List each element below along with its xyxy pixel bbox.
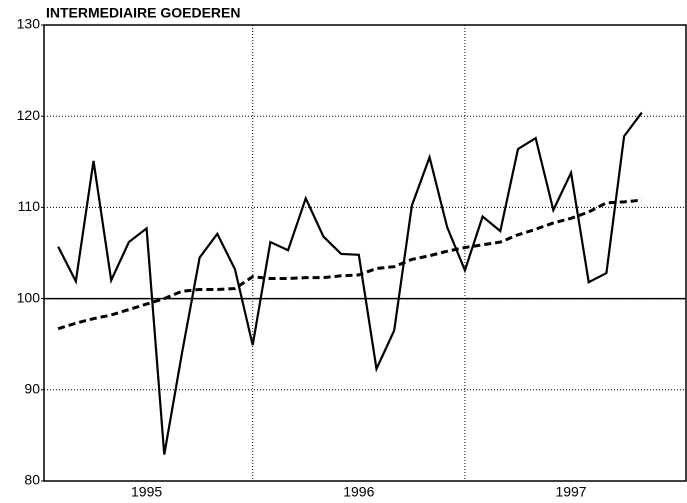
y-tick-label: 130 <box>17 16 41 32</box>
series-line <box>57 111 643 455</box>
chart-title: INTERMEDIAIRE GOEDEREN <box>46 5 240 21</box>
y-tick-label: 80 <box>24 472 40 488</box>
series-line <box>57 198 642 331</box>
y-tick-label: 110 <box>18 198 41 214</box>
y-tick-label: 100 <box>17 289 41 305</box>
x-tick-label: 1995 <box>131 484 162 500</box>
x-tick-label: 1997 <box>555 484 586 500</box>
y-tick-label: 90 <box>24 381 40 397</box>
plot-frame <box>43 24 687 482</box>
x-tick-label: 1996 <box>343 484 374 500</box>
y-tick-label: 120 <box>17 107 41 123</box>
